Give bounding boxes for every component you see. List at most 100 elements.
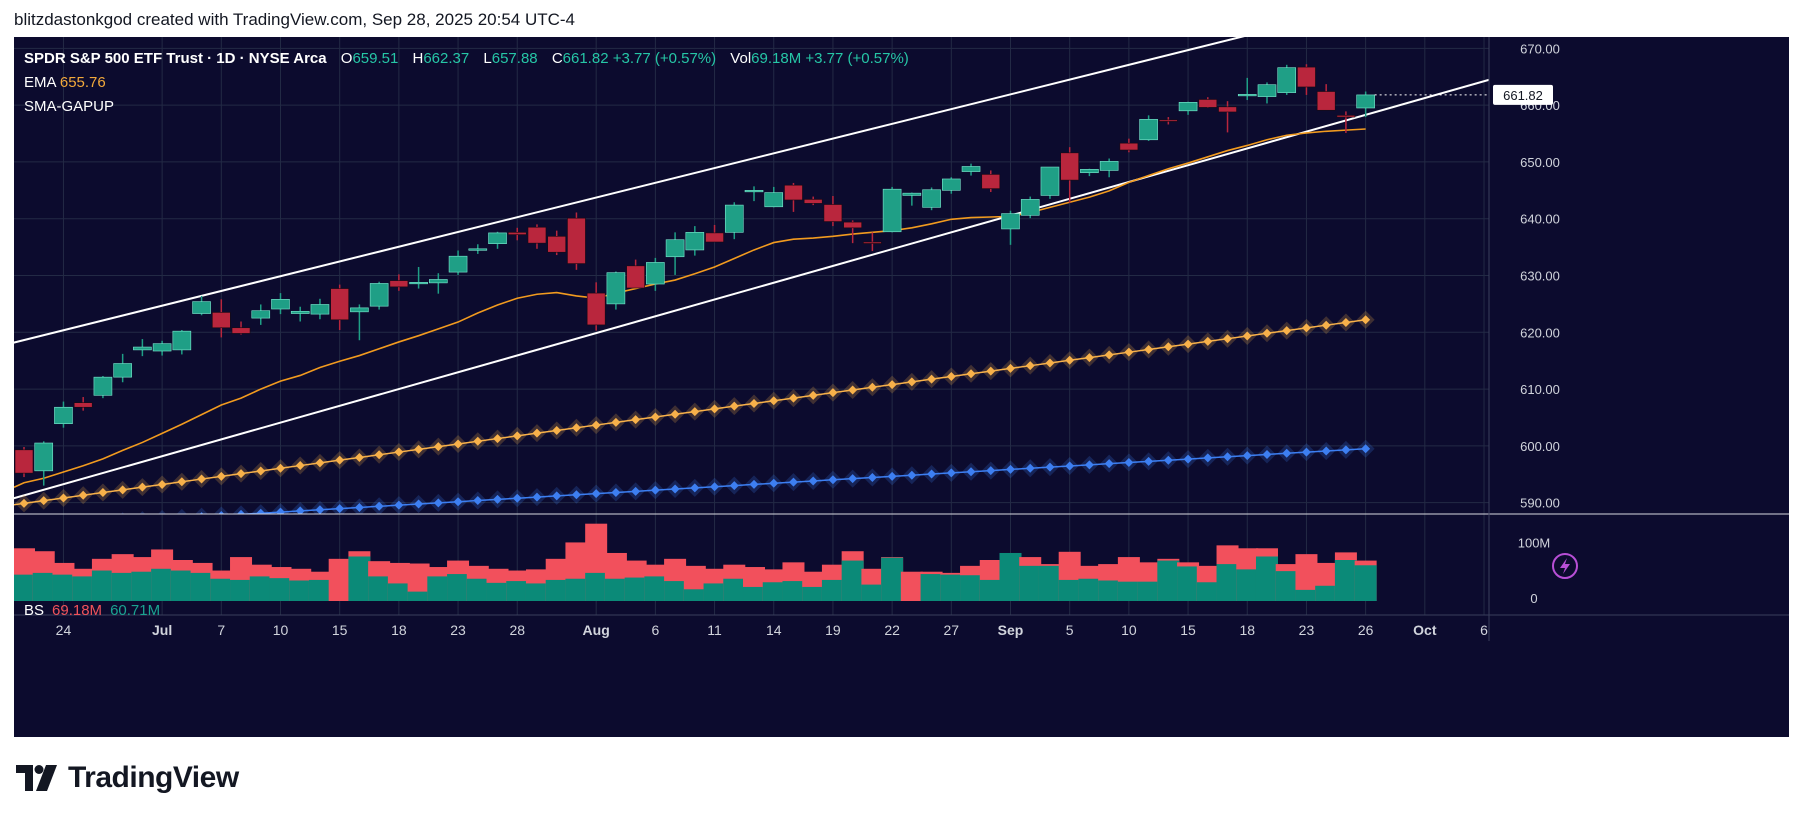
- channel-upper-line[interactable]: [14, 37, 1275, 346]
- candle[interactable]: [1257, 84, 1277, 97]
- sma-gapup-orange-point: [275, 463, 285, 473]
- lightning-icon[interactable]: [1552, 553, 1578, 579]
- candle[interactable]: [192, 301, 211, 314]
- candle[interactable]: [586, 292, 606, 326]
- candle[interactable]: [448, 255, 468, 273]
- candle[interactable]: [1336, 115, 1356, 118]
- candle[interactable]: [152, 343, 172, 352]
- candle[interactable]: [290, 310, 310, 314]
- candle[interactable]: [882, 188, 902, 233]
- candle[interactable]: [527, 226, 547, 244]
- tradingview-logo[interactable]: TradingView: [16, 760, 239, 796]
- candle[interactable]: [567, 217, 586, 264]
- candle[interactable]: [863, 241, 882, 244]
- candle[interactable]: [409, 282, 428, 285]
- volume-bar-part: [1295, 589, 1318, 601]
- candle[interactable]: [271, 299, 290, 310]
- candlestick-series[interactable]: [14, 64, 1375, 486]
- price-tick-label: 610.00: [1520, 382, 1560, 397]
- sma-gapup-series: [14, 310, 1375, 514]
- candle[interactable]: [1159, 119, 1178, 122]
- candle[interactable]: [705, 232, 724, 243]
- candle[interactable]: [231, 327, 251, 334]
- candle[interactable]: [606, 272, 626, 305]
- candle[interactable]: [310, 304, 330, 315]
- symbol-title[interactable]: SPDR S&P 500 ETF Trust · 1D · NYSE Arca: [24, 50, 327, 67]
- chart-svg[interactable]: 590.00 600.00 610.00 620.00 630.00 640.00 650.…: [14, 37, 1789, 737]
- candle[interactable]: [1277, 67, 1297, 93]
- candle[interactable]: [1099, 161, 1119, 171]
- trend-channel[interactable]: [14, 37, 1494, 503]
- candle[interactable]: [764, 192, 784, 208]
- candle[interactable]: [172, 330, 192, 351]
- sma-gapup-blue-point: [749, 479, 759, 489]
- candle[interactable]: [389, 280, 409, 288]
- sma-gapup-blue-point: [335, 504, 345, 514]
- candle[interactable]: [54, 406, 73, 425]
- candle[interactable]: [350, 307, 369, 313]
- candle[interactable]: [843, 221, 862, 229]
- legend-ema-row[interactable]: EMA 655.76: [24, 71, 909, 95]
- candle[interactable]: [212, 312, 231, 329]
- candle[interactable]: [113, 363, 132, 378]
- candle[interactable]: [922, 189, 941, 208]
- candle[interactable]: [823, 204, 843, 222]
- candle[interactable]: [942, 178, 961, 191]
- candle[interactable]: [1040, 166, 1060, 196]
- candle[interactable]: [685, 232, 705, 251]
- candle[interactable]: [14, 449, 34, 474]
- candle[interactable]: [1020, 199, 1040, 216]
- candle[interactable]: [429, 279, 448, 284]
- candle[interactable]: [1237, 94, 1257, 97]
- time-tick-label: 27: [944, 622, 960, 638]
- time-tick-label: 11: [707, 622, 722, 638]
- candle[interactable]: [93, 376, 113, 396]
- candle[interactable]: [1297, 66, 1316, 88]
- candle[interactable]: [724, 204, 744, 233]
- candle[interactable]: [507, 232, 527, 235]
- candle[interactable]: [1356, 94, 1375, 109]
- candle[interactable]: [1060, 152, 1079, 181]
- ema-line: [14, 128, 1366, 489]
- candle[interactable]: [981, 174, 1001, 189]
- volume-bar-part: [91, 570, 114, 601]
- channel-lower-line[interactable]: [14, 78, 1494, 502]
- candle[interactable]: [1139, 119, 1158, 141]
- candle[interactable]: [1119, 142, 1139, 151]
- candle[interactable]: [744, 190, 764, 193]
- candle[interactable]: [369, 283, 389, 307]
- sma-gapup-orange-point: [887, 380, 897, 390]
- chart-panel[interactable]: 590.00 600.00 610.00 620.00 630.00 640.00 650.…: [14, 37, 1789, 737]
- candle[interactable]: [251, 310, 271, 319]
- volume-bar-part: [269, 578, 292, 601]
- candle[interactable]: [665, 239, 685, 258]
- candle[interactable]: [330, 288, 349, 321]
- current-price-tag: [1493, 84, 1553, 105]
- candle[interactable]: [1316, 91, 1336, 111]
- time-tick-label: Sep: [998, 622, 1024, 638]
- candle[interactable]: [133, 346, 152, 351]
- candle[interactable]: [1198, 99, 1218, 108]
- candle[interactable]: [902, 192, 922, 196]
- candle[interactable]: [34, 442, 54, 472]
- candle[interactable]: [784, 184, 803, 201]
- candle[interactable]: [73, 402, 93, 408]
- legend-symbol-row: SPDR S&P 500 ETF Trust · 1D · NYSE Arca …: [24, 47, 909, 71]
- sma-gapup-blue-point: [236, 509, 246, 514]
- candle[interactable]: [488, 232, 507, 245]
- time-tick-label: 15: [1180, 622, 1196, 638]
- bs-legend[interactable]: BS 69.18M 60.71M: [24, 602, 160, 619]
- candle[interactable]: [1178, 102, 1198, 112]
- legend-sma-row[interactable]: SMA-GAPUP: [24, 95, 909, 119]
- candle[interactable]: [547, 236, 567, 253]
- sma-gapup-orange-line: [14, 319, 1366, 506]
- candle[interactable]: [646, 262, 665, 285]
- candle[interactable]: [803, 199, 823, 204]
- candle[interactable]: [961, 166, 981, 172]
- sma-gapup-blue-point: [1341, 445, 1351, 455]
- candle[interactable]: [1218, 106, 1237, 113]
- candle[interactable]: [1080, 169, 1099, 174]
- candle[interactable]: [1001, 213, 1020, 230]
- candle[interactable]: [626, 265, 645, 289]
- candle[interactable]: [468, 248, 488, 251]
